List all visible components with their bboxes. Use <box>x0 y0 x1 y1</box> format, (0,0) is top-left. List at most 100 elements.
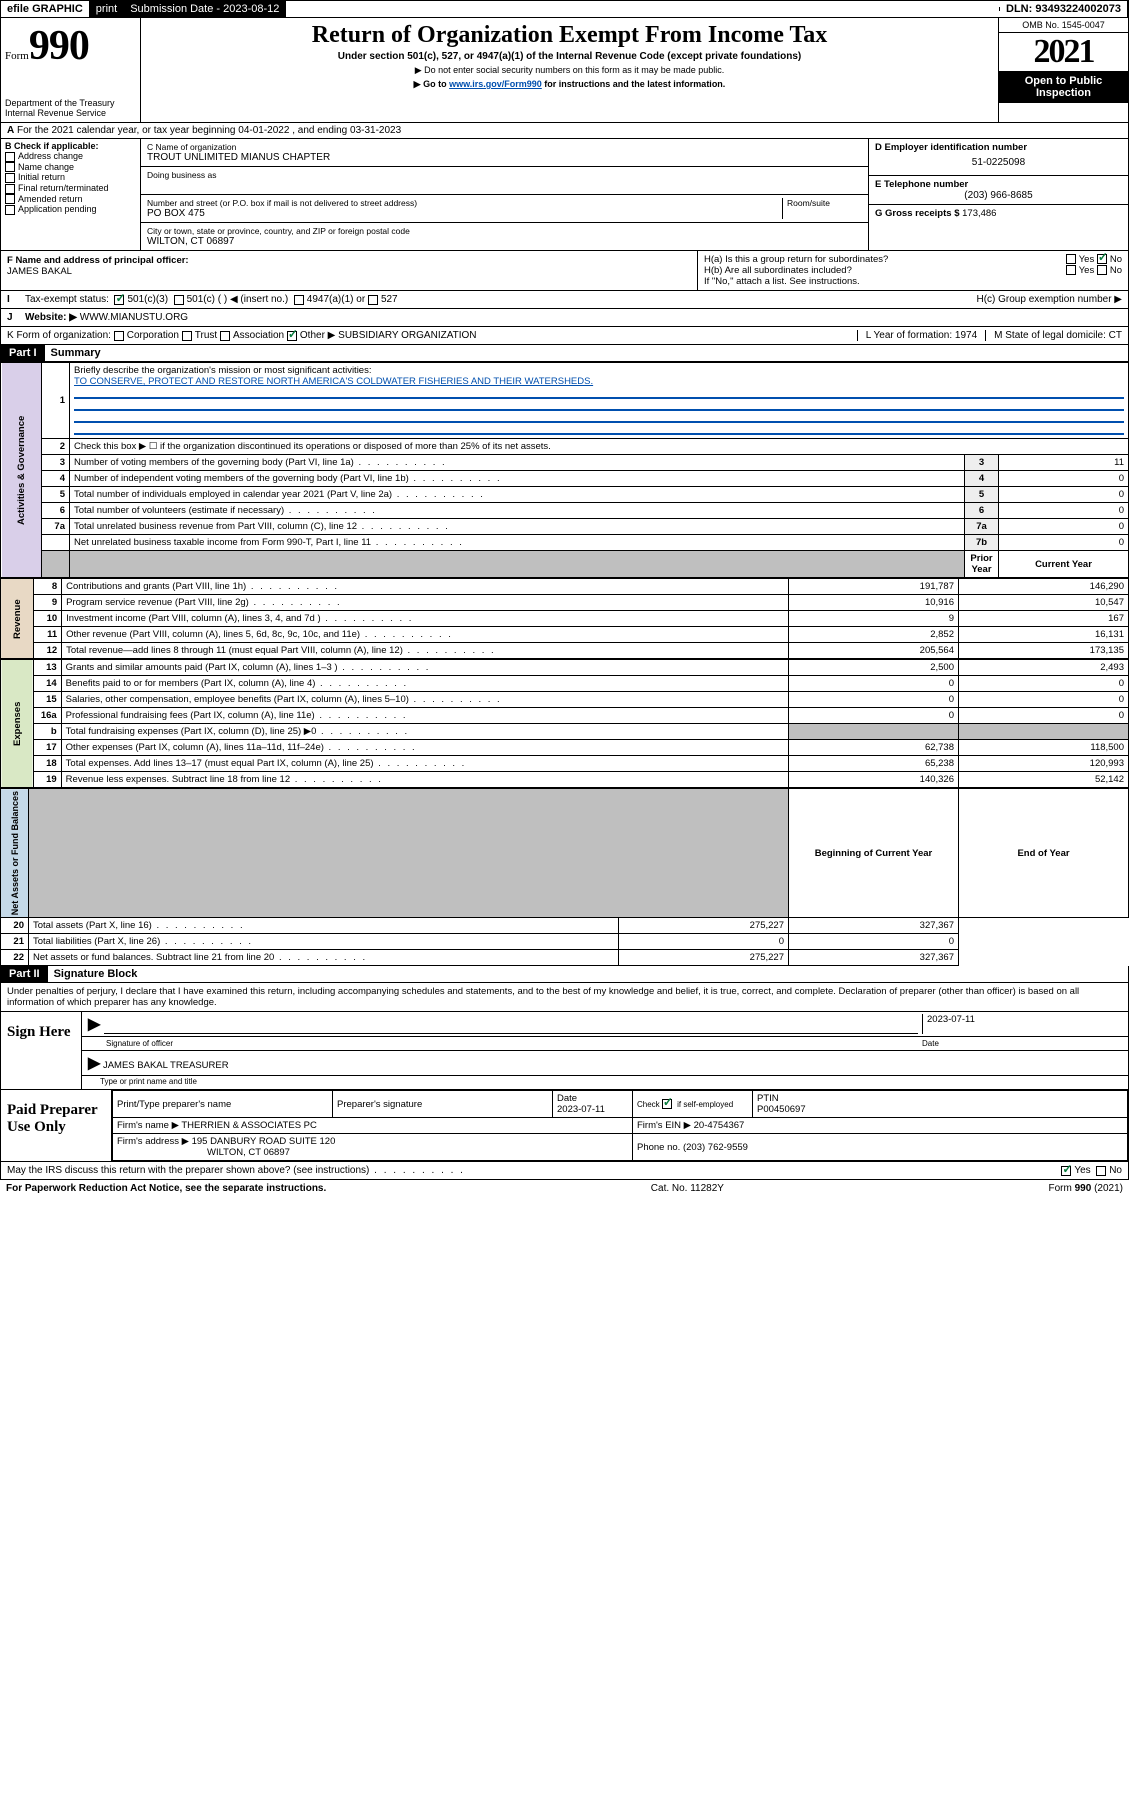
print-button[interactable]: print <box>90 1 124 17</box>
table-row: 18Total expenses. Add lines 13–17 (must … <box>1 756 1129 772</box>
chk-corp[interactable] <box>114 331 124 341</box>
table-row: 22Net assets or fund balances. Subtract … <box>1 950 1129 966</box>
table-row: 9Program service revenue (Part VIII, lin… <box>1 595 1129 611</box>
room-label: Room/suite <box>787 198 862 208</box>
chk-amended[interactable] <box>5 194 15 204</box>
footer: For Paperwork Reduction Act Notice, see … <box>0 1180 1129 1197</box>
state-domicile: M State of legal domicile: CT <box>985 330 1122 341</box>
ptin: P00450697 <box>757 1104 806 1115</box>
chk-ha-yes[interactable] <box>1066 254 1076 264</box>
pointer-icon: ▶ <box>88 1014 100 1034</box>
phone-label: E Telephone number <box>875 179 1122 190</box>
top-bar: efile GRAPHIC print Submission Date - 20… <box>0 0 1129 18</box>
net-table: Net Assets or Fund Balances Beginning of… <box>0 788 1129 966</box>
website: WWW.MIANUSTU.ORG <box>80 312 188 323</box>
chk-ha-no[interactable] <box>1097 254 1107 264</box>
chk-4947[interactable] <box>294 295 304 305</box>
line-j: JWebsite: ▶ WWW.MIANUSTU.ORG <box>0 309 1129 327</box>
firm-addr1: 195 DANBURY ROAD SUITE 120 <box>192 1136 336 1147</box>
tax-year: 2021 <box>999 33 1128 71</box>
h-a: H(a) Is this a group return for subordin… <box>704 254 1122 265</box>
chk-501c[interactable] <box>174 295 184 305</box>
chk-self-emp[interactable] <box>662 1099 672 1109</box>
col-b-checkboxes: B Check if applicable: Address change Na… <box>1 139 141 250</box>
c-name-label: C Name of organization <box>147 142 862 152</box>
firm-phone: (203) 762-9559 <box>683 1142 748 1153</box>
table-row: 14Benefits paid to or for members (Part … <box>1 676 1129 692</box>
org-name: TROUT UNLIMITED MIANUS CHAPTER <box>147 152 862 163</box>
city-label: City or town, state or province, country… <box>147 226 862 236</box>
omb-number: OMB No. 1545-0047 <box>999 18 1128 33</box>
table-row: 20Total assets (Part X, line 16)275,2273… <box>1 918 1129 934</box>
form-number: Form990 <box>5 22 136 70</box>
line-i: ITax-exempt status: 501(c)(3) 501(c) ( )… <box>0 291 1129 309</box>
line-klm: K Form of organization: Corporation Trus… <box>0 327 1129 345</box>
pra-notice: For Paperwork Reduction Act Notice, see … <box>6 1183 326 1194</box>
chk-discuss-no[interactable] <box>1096 1166 1106 1176</box>
sig-officer-label: Signature of officer <box>88 1039 922 1048</box>
table-row: 12Total revenue—add lines 8 through 11 (… <box>1 643 1129 659</box>
col-prior-year: Prior Year <box>965 551 999 578</box>
firm-name: THERRIEN & ASSOCIATES PC <box>181 1120 317 1131</box>
chk-hb-yes[interactable] <box>1066 265 1076 275</box>
h-b: H(b) Are all subordinates included? Yes … <box>704 265 1122 276</box>
officer-name: JAMES BAKAL TREASURER <box>103 1060 229 1071</box>
self-employed: Check if self-employed <box>633 1091 753 1118</box>
firm-ein: 20-4754367 <box>694 1120 745 1131</box>
chk-501c3[interactable] <box>114 295 124 305</box>
expense-table: Expenses13Grants and similar amounts pai… <box>0 659 1129 788</box>
f-h-block: F Name and address of principal officer:… <box>0 251 1129 291</box>
ein-label: D Employer identification number <box>875 142 1122 153</box>
spacer <box>286 7 1000 11</box>
sign-date: 2023-07-11 <box>927 1014 975 1025</box>
chk-other[interactable] <box>287 331 297 341</box>
subtitle-2: ▶ Do not enter social security numbers o… <box>145 65 994 76</box>
h-c: H(c) Group exemption number ▶ <box>976 294 1122 305</box>
summary-table: Activities & Governance 1 Briefly descri… <box>0 362 1129 578</box>
col-boc: Beginning of Current Year <box>789 789 959 918</box>
chk-assoc[interactable] <box>220 331 230 341</box>
addr-label: Number and street (or P.O. box if mail i… <box>147 198 782 208</box>
table-row: bTotal fundraising expenses (Part IX, co… <box>1 724 1129 740</box>
line2: Check this box ▶ ☐ if the organization d… <box>69 439 1128 455</box>
open-public: Open to Public Inspection <box>999 71 1128 103</box>
chk-527[interactable] <box>368 295 378 305</box>
sign-here-block: Sign Here ▶ 2023-07-11 Signature of offi… <box>0 1012 1129 1090</box>
table-row: 17Other expenses (Part IX, column (A), l… <box>1 740 1129 756</box>
ein: 51-0225098 <box>875 153 1122 172</box>
f-label: F Name and address of principal officer: <box>7 255 691 266</box>
tab-net: Net Assets or Fund Balances <box>1 789 29 918</box>
irs-link[interactable]: www.irs.gov/Form990 <box>449 79 542 89</box>
chk-pending[interactable] <box>5 205 15 215</box>
org-address: PO BOX 475 <box>147 208 782 219</box>
dept-treasury: Department of the Treasury <box>5 98 136 108</box>
mission-text: TO CONSERVE, PROTECT AND RESTORE NORTH A… <box>74 376 593 387</box>
declaration: Under penalties of perjury, I declare th… <box>0 983 1129 1012</box>
chk-final[interactable] <box>5 184 15 194</box>
form-ref: Form 990 (2021) <box>1049 1183 1123 1194</box>
chk-name[interactable] <box>5 162 15 172</box>
chk-discuss-yes[interactable] <box>1061 1166 1071 1176</box>
identity-block: B Check if applicable: Address change Na… <box>0 139 1129 251</box>
chk-hb-no[interactable] <box>1097 265 1107 275</box>
table-row: 15Salaries, other compensation, employee… <box>1 692 1129 708</box>
sign-here-label: Sign Here <box>1 1012 81 1089</box>
dln: DLN: 93493224002073 <box>1000 1 1128 17</box>
submission-date: Submission Date - 2023-08-12 <box>124 1 286 17</box>
chk-address[interactable] <box>5 152 15 162</box>
chk-trust[interactable] <box>182 331 192 341</box>
chk-initial[interactable] <box>5 173 15 183</box>
col-eoy: End of Year <box>959 789 1129 918</box>
firm-addr2: WILTON, CT 06897 <box>117 1147 290 1158</box>
table-row: 21Total liabilities (Part X, line 26)00 <box>1 934 1129 950</box>
part-i-header: Part ISummary <box>0 345 1129 362</box>
may-discuss: May the IRS discuss this return with the… <box>0 1162 1129 1180</box>
form-header: Form990 Department of the Treasury Inter… <box>0 18 1129 123</box>
line1-label: Briefly describe the organization's miss… <box>74 365 372 376</box>
revenue-table: Revenue8Contributions and grants (Part V… <box>0 578 1129 659</box>
irs-label: Internal Revenue Service <box>5 108 136 118</box>
gross-receipts: G Gross receipts $ 173,486 <box>869 205 1128 222</box>
phone: (203) 966-8685 <box>875 190 1122 201</box>
year-formation: L Year of formation: 1974 <box>857 330 985 341</box>
date-label: Date <box>922 1039 1122 1048</box>
